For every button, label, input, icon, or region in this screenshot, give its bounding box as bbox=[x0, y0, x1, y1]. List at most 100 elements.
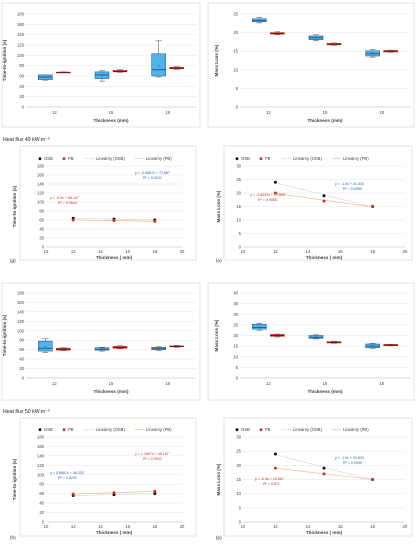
x-axis-title: Thickness (mm) bbox=[94, 389, 129, 394]
y-tick-label: 40 bbox=[39, 501, 44, 506]
x-tick-label: 18 bbox=[165, 381, 170, 386]
y-tick-label: 100 bbox=[37, 472, 45, 477]
legend: OSB PB Lineárny (OSB) Lineárny (PB) bbox=[235, 427, 369, 432]
fit-equation-pb: y = 1.1667x + 46.167 bbox=[135, 452, 169, 456]
mean-marker: × bbox=[333, 341, 335, 345]
x-tick-label: 12 bbox=[266, 110, 271, 115]
data-point-pb bbox=[273, 191, 277, 195]
mean-marker: × bbox=[158, 347, 160, 351]
data-point-pb bbox=[322, 199, 326, 203]
y-tick-label: 60 bbox=[19, 74, 24, 79]
x-tick-label: 12 bbox=[71, 249, 76, 254]
y-tick-label: 40 bbox=[19, 357, 24, 362]
mean-marker: × bbox=[158, 64, 160, 68]
y-tick-label: 40 bbox=[39, 227, 44, 232]
mean-marker: × bbox=[276, 334, 278, 338]
mean-marker: × bbox=[176, 66, 178, 70]
y-axis-title: Time-to-ignition (s) bbox=[12, 458, 17, 500]
fit-r2-pb: R² = 0.9932 bbox=[143, 457, 162, 461]
legend-marker-pb bbox=[62, 157, 66, 161]
box-osb bbox=[252, 323, 267, 330]
x-axis-title: Thickness ( mm) bbox=[306, 255, 343, 260]
x-tick-label: 20 bbox=[403, 249, 408, 254]
data-point-osb bbox=[273, 180, 277, 184]
y-tick-label: 140 bbox=[37, 182, 45, 187]
y-tick-label: 30 bbox=[233, 312, 238, 317]
y-tick-label: 80 bbox=[39, 482, 44, 487]
y-tick-label: 25 bbox=[233, 322, 238, 327]
legend-label-lin-pb: Lineárny (PB) bbox=[146, 156, 172, 161]
legend-label-osb: OSB bbox=[241, 156, 250, 161]
legend-marker-osb bbox=[235, 157, 239, 161]
legend-label-pb: PB bbox=[265, 427, 271, 432]
y-tick-label: 5 bbox=[239, 231, 242, 236]
y-axis-title: Mass Loss (%) bbox=[216, 190, 221, 222]
y-tick-label: 100 bbox=[37, 200, 45, 205]
data-point-pb bbox=[322, 472, 326, 476]
data-point-osb bbox=[153, 492, 157, 496]
y-tick-label: 30 bbox=[236, 164, 241, 169]
y-tick-label: 120 bbox=[17, 319, 25, 324]
x-tick-label: 14 bbox=[305, 249, 310, 254]
panel-label: (o) bbox=[216, 258, 222, 263]
fit-equation-pb: y = -0.5x + 24.667 bbox=[255, 477, 284, 481]
legend-label-osb: OSB bbox=[44, 427, 53, 432]
y-tick-label: 5 bbox=[236, 86, 239, 91]
mean-marker: × bbox=[315, 36, 317, 40]
y-tick-label: 0 bbox=[22, 376, 25, 381]
y-tick-label: 20 bbox=[236, 463, 241, 468]
y-tick-label: 80 bbox=[19, 338, 24, 343]
y-tick-label: 20 bbox=[19, 94, 24, 99]
y-tick-label: 20 bbox=[39, 510, 44, 515]
y-axis-title: Time-to-ignition (s) bbox=[12, 185, 17, 227]
box-osb bbox=[252, 18, 267, 23]
x-tick-label: 18 bbox=[379, 381, 384, 386]
legend-marker-osb bbox=[38, 428, 42, 432]
mean-marker: × bbox=[390, 50, 392, 54]
fit-equation-pb: y = -0.8333x + 29.833 bbox=[250, 193, 285, 197]
fit-r2-pb: R² = 0.9643 bbox=[58, 201, 77, 205]
y-tick-label: 100 bbox=[17, 328, 25, 333]
y-tick-label: 180 bbox=[17, 291, 25, 296]
y-tick-label: 0 bbox=[22, 105, 25, 110]
y-tick-label: 5 bbox=[236, 365, 239, 370]
data-point-osb bbox=[322, 466, 326, 470]
y-tick-label: 120 bbox=[17, 43, 25, 48]
mean-marker: × bbox=[44, 75, 46, 79]
chart-scatter-tti-49: 0 20 40 60 80 100 120 140 160 180 Time-to-ignition… bbox=[10, 145, 197, 263]
mean-marker: × bbox=[333, 42, 335, 46]
y-tick-label: 180 bbox=[37, 164, 45, 169]
y-tick-label: 100 bbox=[17, 53, 25, 58]
mean-marker: × bbox=[258, 325, 260, 329]
y-tick-label: 20 bbox=[233, 30, 238, 35]
box-osb bbox=[151, 53, 166, 77]
fit-r2-pb: R² = 0.871 bbox=[263, 482, 280, 486]
chart-frame bbox=[19, 417, 197, 537]
y-tick-label: 20 bbox=[19, 366, 24, 371]
chart-scatter-tti-50: 0 20 40 60 80 100 120 140 160 180 Time-to-ignition… bbox=[10, 417, 197, 540]
x-tick-label: 12 bbox=[52, 110, 57, 115]
mean-marker: × bbox=[276, 32, 278, 36]
legend-label-pb: PB bbox=[68, 427, 74, 432]
y-tick-label: 35 bbox=[233, 301, 238, 306]
x-axis-title: Thickness (mm) bbox=[308, 118, 343, 123]
data-point-osb bbox=[322, 194, 326, 198]
y-tick-label: 40 bbox=[233, 291, 238, 296]
y-tick-label: 160 bbox=[37, 444, 45, 449]
x-tick-label: 12 bbox=[52, 381, 57, 386]
chart-frame bbox=[1, 2, 201, 128]
x-tick-label: 15 bbox=[323, 110, 328, 115]
x-tick-label: 14 bbox=[98, 524, 103, 529]
mean-marker: × bbox=[44, 345, 46, 349]
y-tick-label: 160 bbox=[17, 22, 25, 27]
x-tick-label: 16 bbox=[125, 524, 130, 529]
y-tick-label: 140 bbox=[37, 453, 45, 458]
legend-label-lin-osb: Lineárny (OSB) bbox=[293, 156, 322, 161]
y-tick-label: 180 bbox=[37, 435, 45, 440]
y-axis-title: Mass Loss (%) bbox=[216, 463, 221, 495]
data-point-pb bbox=[112, 218, 116, 222]
legend: OSB PB Lineárny (OSB) Lineárny (PB) bbox=[235, 156, 369, 161]
panel-label: (p) bbox=[216, 535, 222, 540]
y-tick-label: 10 bbox=[233, 354, 238, 359]
y-tick-label: 0 bbox=[42, 245, 45, 250]
